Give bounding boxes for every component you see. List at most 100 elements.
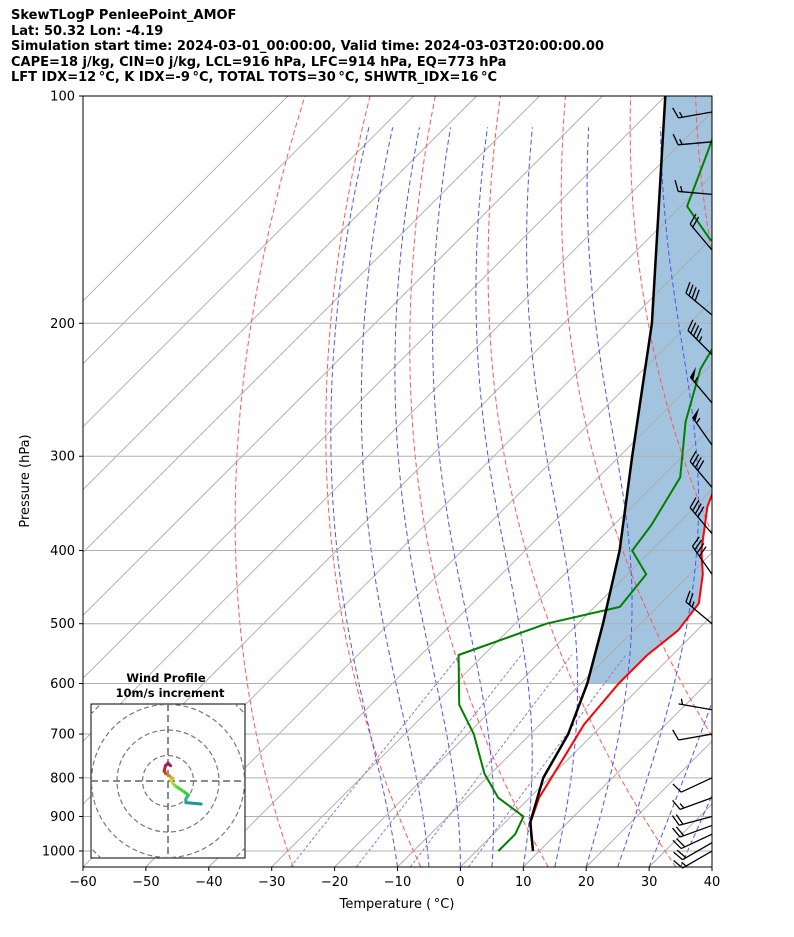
barb-feather xyxy=(691,536,700,547)
wind-barb xyxy=(672,107,713,119)
moist-adiabat xyxy=(648,700,712,867)
y-tick-label: 200 xyxy=(50,317,75,332)
y-tick-label: 900 xyxy=(50,810,75,825)
isotherm-line xyxy=(83,111,712,742)
hodograph-title: Wind Profile xyxy=(126,671,206,685)
y-tick-label: 400 xyxy=(50,544,75,559)
barb-feather xyxy=(698,546,707,557)
wind-barb xyxy=(689,213,713,251)
barb-half-feather xyxy=(679,803,685,809)
y-tick-label: 600 xyxy=(50,677,75,692)
isotherm-line xyxy=(83,96,666,679)
barb-staff xyxy=(679,824,713,838)
barb-half-feather xyxy=(698,336,703,343)
moist-adiabat xyxy=(585,127,633,867)
mixing-ratio-line xyxy=(355,654,522,867)
barb-half-feather xyxy=(691,601,695,608)
barb-half-feather xyxy=(695,417,701,424)
moist-adiabat xyxy=(680,793,712,867)
chart-header: SkewTLogP PenleePoint_AMOF Lat: 50.32 Lo… xyxy=(11,8,604,86)
barb-feather xyxy=(691,287,697,299)
barb-feather xyxy=(672,799,681,810)
barb-staff xyxy=(678,111,713,119)
dry-adiabat xyxy=(325,96,422,867)
isotherm-line xyxy=(397,551,712,867)
barb-feather xyxy=(676,849,687,859)
x-tick-label: −50 xyxy=(132,875,159,890)
barb-feather xyxy=(697,506,705,518)
wind-barb xyxy=(689,366,713,404)
barb-feather xyxy=(673,851,683,861)
x-tick-label: 10 xyxy=(515,875,532,890)
x-tick-label: −30 xyxy=(258,875,285,890)
barb-feather xyxy=(697,460,705,471)
x-tick-label: 20 xyxy=(578,875,595,890)
wind-barb xyxy=(673,850,713,869)
wind-barb xyxy=(685,281,713,316)
wind-barb xyxy=(689,450,713,488)
barb-staff xyxy=(689,461,713,488)
barb-feather xyxy=(685,281,691,294)
x-tick-label: −10 xyxy=(384,875,411,890)
barb-feather xyxy=(673,859,683,869)
barb-staff xyxy=(680,833,713,850)
hodograph-subtitle: 10m/s increment xyxy=(116,686,225,700)
dry-adiabat xyxy=(234,96,306,867)
moist-adiabat xyxy=(394,127,461,867)
isotherm-line xyxy=(460,614,712,867)
barb-feather xyxy=(692,216,700,228)
barb-half-feather xyxy=(679,138,683,145)
barb-feather xyxy=(671,815,680,826)
x-tick-label: −40 xyxy=(195,875,222,890)
chart-title: SkewTLogP PenleePoint_AMOF xyxy=(11,8,237,23)
barb-feather xyxy=(672,107,680,119)
isotherm-line xyxy=(83,96,540,554)
barb-staff xyxy=(685,601,713,625)
wind-barb xyxy=(672,133,713,146)
y-tick-label: 800 xyxy=(50,771,75,786)
barb-staff xyxy=(689,376,713,404)
dewpoint-line xyxy=(457,137,712,852)
isotherm-line xyxy=(83,96,289,302)
wind-barb xyxy=(687,319,713,355)
wind-barb xyxy=(689,497,713,535)
x-tick-label: 30 xyxy=(641,875,658,890)
x-tick-label: −20 xyxy=(321,875,348,890)
wind-barb xyxy=(673,842,713,861)
barb-feather xyxy=(692,500,700,512)
barb-feather xyxy=(676,838,686,848)
barb-feather xyxy=(674,179,679,192)
barb-flag xyxy=(690,366,697,381)
y-tick-label: 1000 xyxy=(42,845,75,860)
barb-feather xyxy=(675,814,684,825)
isotherm-line xyxy=(145,300,712,867)
barb-feather xyxy=(689,213,697,225)
barb-feather xyxy=(675,826,685,837)
barb-half-feather xyxy=(694,376,699,383)
wind-barb xyxy=(691,407,713,446)
barb-feather xyxy=(689,497,697,509)
barb-feather xyxy=(692,454,700,465)
barb-feather xyxy=(672,783,682,793)
barb-feather xyxy=(689,450,697,462)
hodograph-plot xyxy=(91,704,245,858)
barb-staff xyxy=(691,416,713,446)
barb-staff xyxy=(687,330,713,355)
wind-barb xyxy=(672,824,713,838)
barb-staff xyxy=(678,190,713,196)
isotherm-line xyxy=(83,96,352,365)
barb-staff xyxy=(680,777,713,793)
isotherm-line xyxy=(334,488,712,867)
wind-barb xyxy=(691,536,713,575)
barb-feather xyxy=(693,325,700,337)
x-tick-label: 40 xyxy=(704,875,721,890)
x-tick-label: 0 xyxy=(456,875,464,890)
moist-adiabat xyxy=(432,127,495,867)
barb-feather xyxy=(694,503,702,515)
indices-line: LFT IDX=12 °C, K IDX=-9 °C, TOTAL TOTS=3… xyxy=(11,70,498,86)
isotherm-line xyxy=(83,96,415,428)
barb-staff xyxy=(678,703,713,711)
x-tick-label: −60 xyxy=(69,875,96,890)
barb-staff xyxy=(678,815,713,826)
